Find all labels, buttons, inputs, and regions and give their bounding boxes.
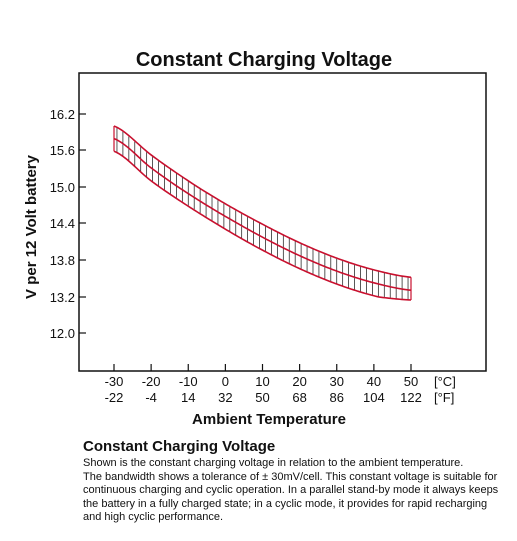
y-tick-label: 16.2 bbox=[50, 107, 75, 122]
chart-title: Constant Charging Voltage bbox=[136, 49, 392, 71]
caption: Constant Charging Voltage Shown is the c… bbox=[83, 438, 503, 525]
x-tick-label-fahrenheit: 68 bbox=[292, 390, 306, 405]
x-tick-label-celsius: -30 bbox=[105, 374, 124, 389]
x-axis-ticks: -30-22-20-4-1014032105020683086401045012… bbox=[105, 364, 422, 405]
x-tick-label-fahrenheit: 50 bbox=[255, 390, 269, 405]
tolerance-band bbox=[113, 125, 412, 301]
x-tick-label-celsius: 50 bbox=[404, 374, 418, 389]
nominal-voltage-curve bbox=[113, 137, 412, 292]
y-tick-label: 12.0 bbox=[50, 326, 75, 341]
x-tick-label-fahrenheit: -4 bbox=[145, 390, 157, 405]
x-tick-label-celsius: 10 bbox=[255, 374, 269, 389]
caption-line: the battery in a fully charged state; in… bbox=[83, 497, 488, 510]
caption-line: and high cyclic performance. bbox=[83, 511, 224, 523]
y-tick-label: 13.2 bbox=[50, 290, 75, 305]
y-axis-ticks: 16.2 15.6 15.0 14.4 13.8 13.2 12.0 bbox=[50, 107, 86, 341]
y-tick-label: 15.0 bbox=[50, 180, 75, 195]
band-upper-curve bbox=[113, 125, 412, 279]
x-tick-label-celsius: 30 bbox=[330, 374, 344, 389]
x-tick-label-celsius: -10 bbox=[179, 374, 198, 389]
x-tick-label-celsius: 0 bbox=[222, 374, 229, 389]
y-axis-label: V per 12 Volt battery bbox=[23, 154, 40, 299]
caption-body: Shown is the constant charging voltage i… bbox=[83, 457, 503, 525]
x-tick-label-celsius: -20 bbox=[142, 374, 161, 389]
caption-line: The bandwidth shows a tolerance of ± 30m… bbox=[83, 470, 498, 483]
x-unit-fahrenheit: [°F] bbox=[434, 390, 454, 405]
x-axis-label: Ambient Temperature bbox=[192, 411, 346, 428]
y-tick-label: 15.6 bbox=[50, 143, 75, 158]
x-tick-label-fahrenheit: -22 bbox=[105, 390, 124, 405]
x-tick-label-fahrenheit: 122 bbox=[400, 390, 422, 405]
charging-voltage-chart: Constant Charging Voltage 16.2 15.6 15.0 14… bbox=[23, 49, 487, 428]
y-tick-label: 14.4 bbox=[50, 216, 75, 231]
caption-line: continuous charging and cyclic operation… bbox=[83, 484, 499, 496]
band-lower-curve bbox=[113, 150, 412, 301]
x-tick-label-celsius: 40 bbox=[367, 374, 381, 389]
x-tick-label-celsius: 20 bbox=[292, 374, 306, 389]
caption-line: Shown is the constant charging voltage i… bbox=[83, 457, 464, 469]
x-tick-label-fahrenheit: 104 bbox=[363, 390, 385, 405]
x-tick-label-fahrenheit: 86 bbox=[330, 390, 344, 405]
x-tick-label-fahrenheit: 32 bbox=[218, 390, 232, 405]
caption-title: Constant Charging Voltage bbox=[83, 438, 276, 455]
x-tick-label-fahrenheit: 14 bbox=[181, 390, 195, 405]
x-unit-celsius: [°C] bbox=[434, 374, 456, 389]
y-tick-label: 13.8 bbox=[50, 253, 75, 268]
plot-area-frame bbox=[78, 72, 487, 372]
